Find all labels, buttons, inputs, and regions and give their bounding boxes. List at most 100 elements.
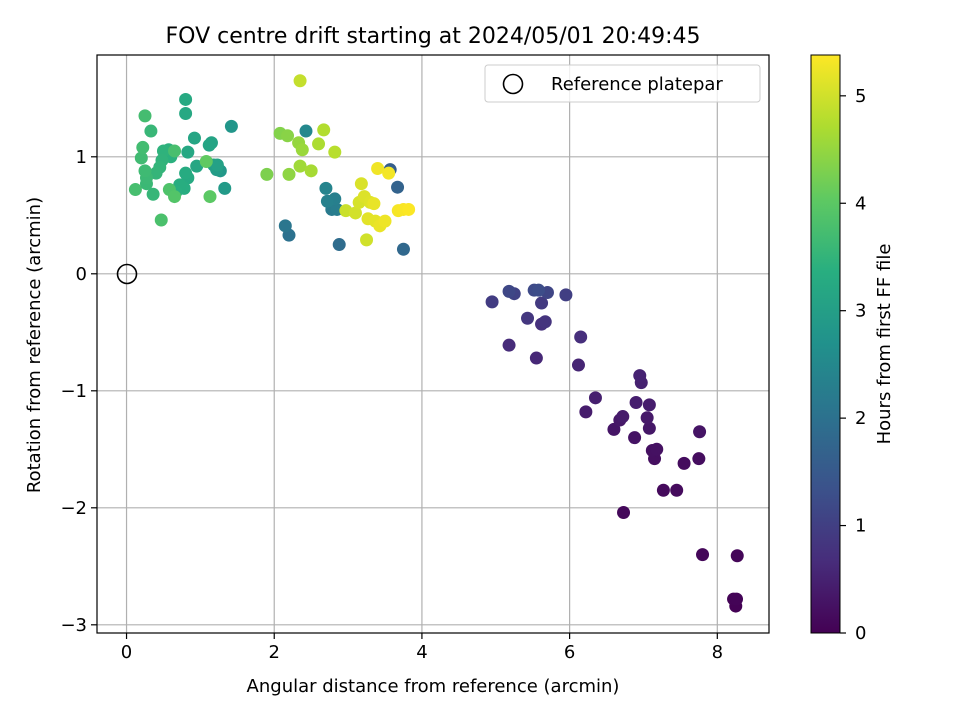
y-tick-label: −2	[60, 498, 87, 519]
y-axis-label: Rotation from reference (arcmin)	[24, 197, 45, 493]
x-tick-label: 2	[269, 642, 280, 663]
data-point	[260, 167, 274, 181]
data-point	[396, 242, 410, 256]
data-point	[138, 164, 152, 178]
data-point	[529, 351, 543, 365]
reference-platepar-marker	[116, 263, 138, 285]
data-point	[574, 330, 588, 344]
x-tick-label: 6	[564, 642, 575, 663]
data-point	[299, 124, 313, 138]
data-point	[179, 107, 193, 121]
data-point	[650, 442, 664, 456]
x-axis-label: Angular distance from reference (arcmin)	[247, 676, 620, 697]
data-point	[696, 548, 710, 562]
data-point	[179, 166, 193, 180]
data-point	[181, 145, 195, 159]
data-point	[391, 180, 405, 194]
data-point	[730, 549, 744, 563]
colorbar-tick-label: 4	[855, 193, 866, 214]
data-point	[642, 421, 656, 435]
data-point	[128, 183, 142, 197]
data-point	[692, 452, 706, 466]
data-point	[203, 190, 217, 204]
data-point	[154, 213, 168, 227]
data-point	[629, 396, 643, 410]
data-point	[354, 177, 368, 191]
data-point	[293, 159, 307, 173]
y-tick-label: 0	[76, 264, 87, 285]
data-points	[128, 74, 744, 613]
x-tick-label: 0	[121, 642, 132, 663]
data-point	[371, 161, 385, 175]
legend-box	[484, 64, 761, 103]
data-point	[535, 296, 549, 310]
data-point	[532, 283, 546, 297]
data-point	[656, 483, 670, 497]
legend-label: Reference platepar	[551, 74, 723, 95]
data-point	[617, 505, 631, 519]
data-point	[328, 145, 342, 159]
data-point	[224, 119, 238, 133]
data-point	[579, 405, 593, 419]
data-point	[607, 422, 621, 436]
data-point	[168, 144, 182, 158]
data-point	[642, 398, 656, 412]
data-point	[304, 164, 318, 178]
colorbar-tick-label: 2	[855, 408, 866, 429]
data-point	[348, 206, 362, 220]
data-point	[138, 109, 152, 123]
data-point	[317, 123, 331, 137]
data-point	[360, 233, 374, 247]
data-point	[199, 154, 213, 168]
x-tick-label: 8	[712, 642, 723, 663]
data-point	[187, 131, 201, 145]
data-point	[295, 143, 309, 157]
data-point	[179, 92, 193, 106]
colorbar-label: Hours from first FF file	[874, 244, 895, 445]
x-tick-label: 4	[416, 642, 427, 663]
chart-title: FOV centre drift starting at 2024/05/01 …	[166, 24, 701, 49]
y-tick-label: −1	[60, 381, 87, 402]
y-tick-label: −3	[60, 615, 87, 636]
data-point	[628, 431, 642, 445]
data-point	[402, 202, 416, 216]
y-tick-label: 1	[76, 147, 87, 168]
data-point	[319, 181, 333, 195]
data-point	[312, 137, 326, 151]
data-point	[168, 190, 182, 204]
data-point	[293, 74, 307, 88]
plot-frame	[96, 54, 770, 634]
colorbar-tick-label: 1	[855, 516, 866, 537]
data-point	[218, 181, 232, 195]
data-point	[502, 338, 516, 352]
x-axis-ticks: 0 2 4 6 8	[121, 633, 723, 663]
data-point	[149, 166, 163, 180]
colorbar-tick-label: 3	[855, 301, 866, 322]
data-point	[136, 140, 150, 154]
colorbar	[810, 54, 841, 634]
data-point	[571, 358, 585, 372]
data-point	[202, 138, 216, 152]
data-point	[616, 410, 630, 424]
data-point	[538, 315, 552, 329]
legend: Reference platepar	[484, 64, 761, 103]
colorbar-tick-label: 0	[855, 623, 866, 644]
data-point	[677, 456, 691, 470]
data-point	[282, 167, 296, 181]
data-point	[134, 151, 148, 165]
data-point	[633, 369, 647, 383]
data-point	[382, 166, 396, 180]
data-point	[640, 411, 654, 425]
data-point	[730, 592, 744, 606]
data-point	[320, 194, 334, 208]
data-point	[281, 129, 295, 143]
data-point	[146, 187, 160, 201]
data-point	[144, 124, 158, 138]
data-point	[559, 288, 573, 302]
data-point	[210, 158, 224, 172]
data-point	[485, 295, 499, 309]
grid	[97, 55, 769, 633]
data-point	[670, 483, 684, 497]
legend-marker	[502, 73, 524, 95]
